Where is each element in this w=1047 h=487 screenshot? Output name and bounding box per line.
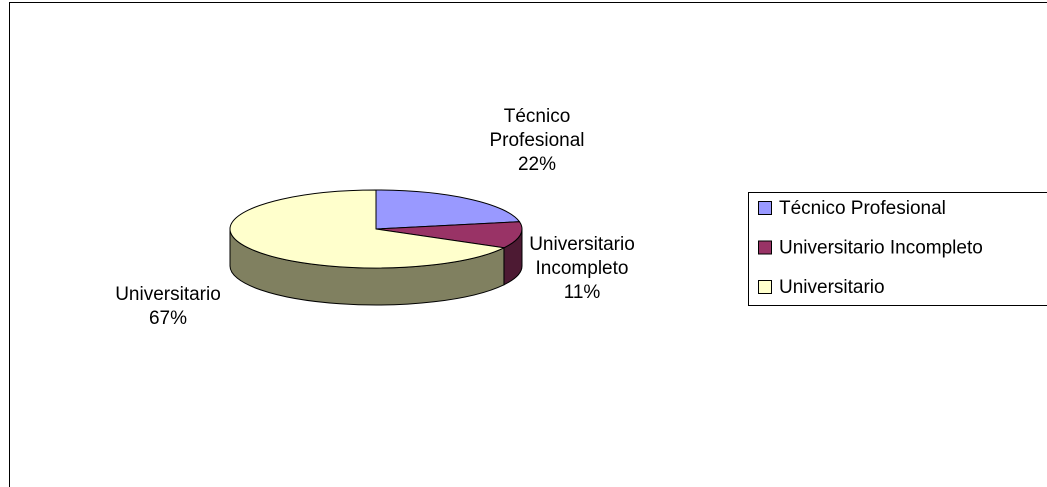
legend-swatch (758, 240, 772, 255)
legend-label: Técnico Profesional (779, 198, 946, 219)
pie-slice (229, 189, 506, 269)
data-label-category: Universitario Incompleto (529, 234, 635, 279)
data-label-category: Técnico Profesional (489, 106, 585, 151)
pie-slice (375, 189, 521, 230)
data-label: Universitario Incompleto 11% (507, 233, 657, 305)
legend-swatch (758, 201, 772, 215)
data-label: Universitario 67% (88, 283, 248, 331)
data-label-category: Universitario (115, 284, 221, 305)
data-label-value: 22% (517, 154, 557, 175)
data-label-value: 11% (563, 282, 601, 303)
data-label-value: 67% (148, 308, 188, 329)
legend-label: Universitario (779, 277, 885, 298)
legend-label: Universitario Incompleto (779, 238, 983, 259)
pie-slice (375, 221, 523, 249)
legend-swatch (758, 280, 772, 294)
legend-box (748, 192, 1047, 306)
data-label: Técnico Profesional 22% (472, 105, 602, 177)
